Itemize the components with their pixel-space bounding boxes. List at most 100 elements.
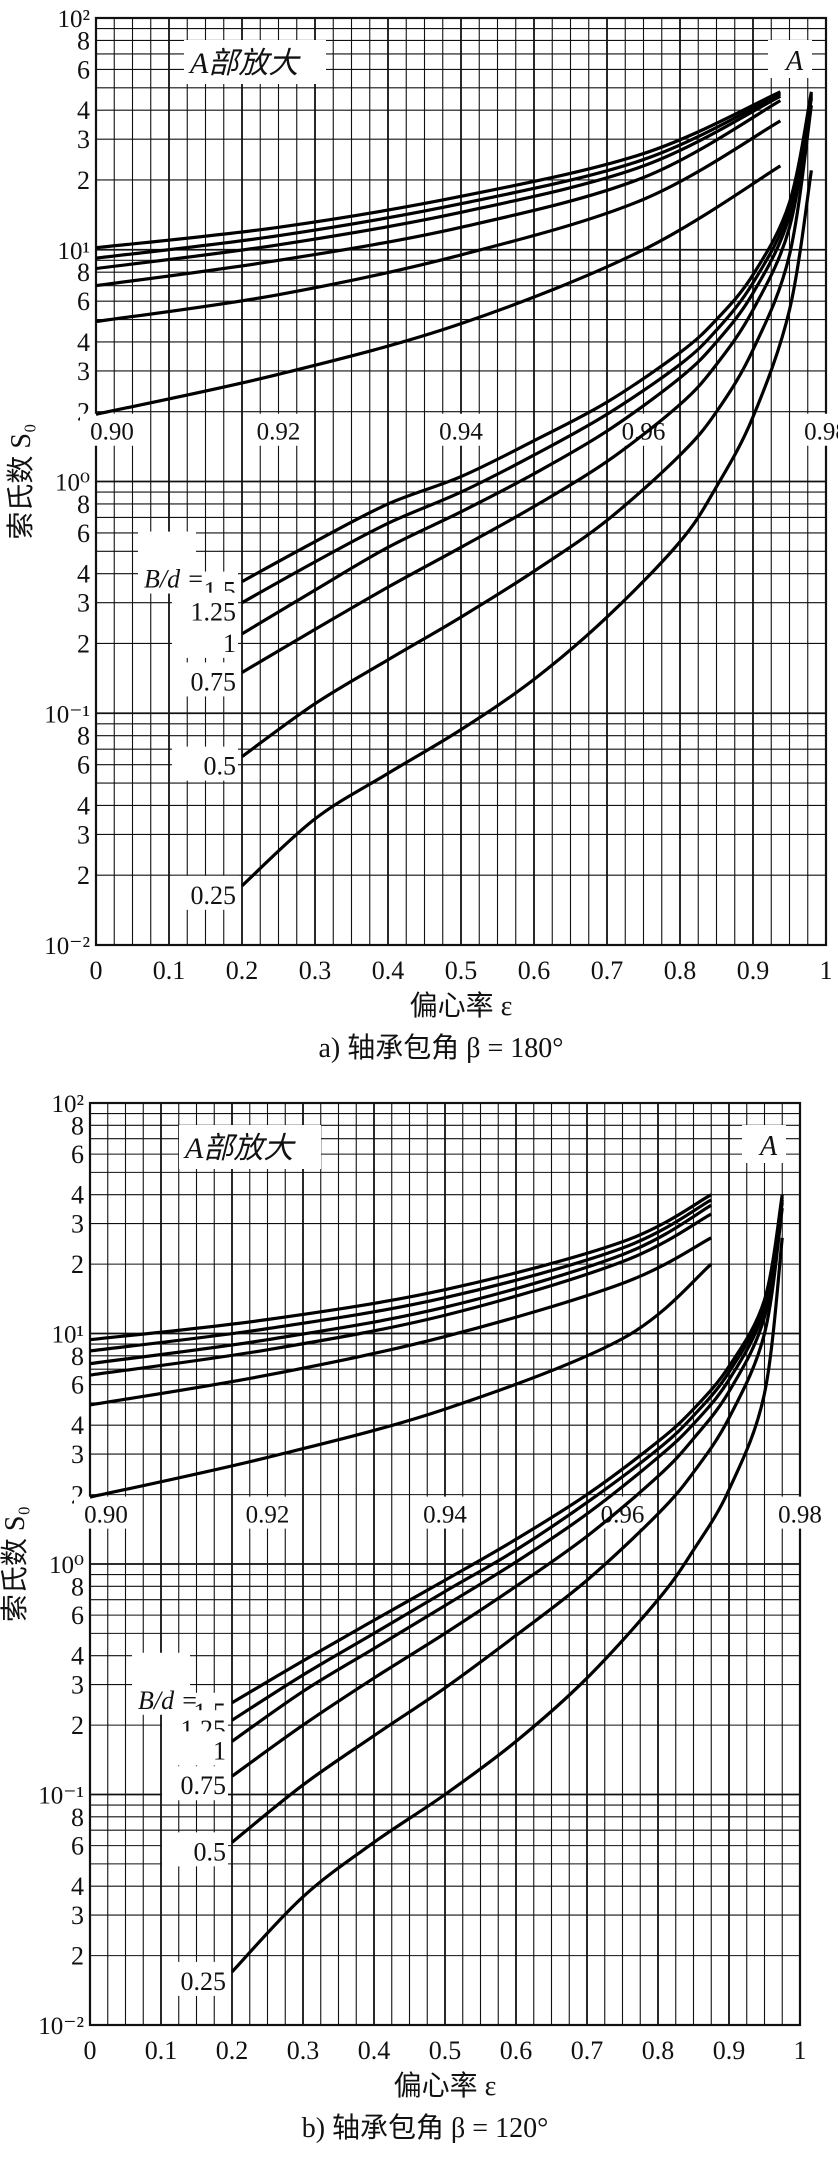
- inset-series-line-bd-0_5: [95, 119, 782, 324]
- y-tick-label: 10²: [52, 1091, 85, 1118]
- y-tick-label: 8: [71, 1111, 84, 1140]
- x-tick-label: 0.9: [713, 2036, 746, 2065]
- series-label-bg: [172, 746, 238, 781]
- y-tick-label: 2: [71, 1711, 84, 1740]
- x-tick-label: 0.7: [591, 956, 624, 985]
- inset-x-tick-label: 0.90: [90, 419, 134, 446]
- plot-frame: [88, 1101, 802, 2027]
- y-tick-label: 6: [77, 287, 90, 316]
- plot-frame: [94, 16, 828, 947]
- y-tick-label: 2: [77, 166, 90, 195]
- inset-series-line-bd-1_25: [95, 92, 782, 260]
- y-tick-label: 2: [77, 629, 90, 658]
- inset-series-line-bd-1_25: [89, 1198, 713, 1353]
- inset-series-line-bd-1: [89, 1203, 713, 1366]
- series-label-bg: [162, 1766, 228, 1801]
- y-tick-label: 6: [77, 751, 90, 780]
- series-label-bg: [172, 623, 238, 658]
- series-line-bd-1: [241, 95, 813, 636]
- x-tick-label: 0.8: [642, 2036, 675, 2065]
- y-tick-label: 4: [77, 96, 90, 125]
- series-label-bg: [162, 1731, 228, 1766]
- y-tick-label: 4: [71, 1872, 84, 1901]
- series-label: 0.5: [194, 1837, 227, 1866]
- y-tick-label: 8: [71, 1803, 84, 1832]
- y-tick-label: 6: [77, 519, 90, 548]
- y-tick-label: 6: [71, 1371, 84, 1400]
- series-line-bd-0_75: [241, 98, 813, 674]
- legend-title: B/d =: [138, 1686, 198, 1715]
- y-tick-label: 6: [71, 1601, 84, 1630]
- x-tick-label: 0.3: [299, 956, 332, 985]
- series-label: 0.25: [181, 1967, 227, 1996]
- x-tick-label: 0.1: [145, 2036, 178, 2065]
- inset-title-bg: [179, 1125, 321, 1169]
- series-label: 0.25: [191, 881, 237, 910]
- x-tick-label: 1: [794, 2036, 807, 2065]
- y-tick-label: 4: [77, 560, 90, 589]
- series-line-bd-1_25: [231, 1196, 784, 1722]
- x-axis-title: 偏心率 ε: [394, 2070, 497, 2102]
- y-axis-title: 索氏数 S₀: [5, 423, 37, 539]
- inset-series-line-bd-0_75: [89, 1212, 713, 1377]
- y-tick-label: 8: [77, 258, 90, 287]
- y-tick-label: 2: [71, 1942, 84, 1971]
- annotation-a-bg: [742, 1125, 786, 1163]
- y-tick-label: 8: [71, 1342, 84, 1371]
- x-tick-label: 0.6: [500, 2036, 533, 2065]
- inset-tick-label-bg: [80, 413, 144, 446]
- series-label-bg: [172, 592, 238, 627]
- y-tick-label: 3: [71, 1671, 84, 1700]
- series-label: 0.75: [181, 1771, 227, 1800]
- series-line-bd-0_5: [241, 105, 813, 758]
- inset-x-tick-label: 0.92: [257, 419, 301, 446]
- inset-x-tick-label: 0.90: [84, 1502, 128, 1529]
- series-line-bd-0_75: [231, 1202, 784, 1778]
- y-tick-label: 2: [71, 1250, 84, 1279]
- inset-tick-label-bg: [235, 1496, 300, 1529]
- y-tick-label: 6: [77, 55, 90, 84]
- series-line-bd-1_5: [241, 91, 813, 583]
- series-line-bd-1: [231, 1199, 784, 1743]
- x-tick-label: 0.8: [664, 956, 697, 985]
- series-line-bd-0_5: [230, 1207, 784, 1844]
- y-tick-label: 6: [71, 1832, 84, 1861]
- x-tick-label: 1: [820, 956, 833, 985]
- series-label-bg: [162, 1961, 228, 1996]
- y-tick-label: 8: [71, 1572, 84, 1601]
- y-tick-label: 10⁻¹: [38, 1783, 84, 1810]
- series-label: 1.25: [191, 598, 237, 627]
- inset-tick-label-bg: [794, 413, 838, 446]
- figure-caption: a) 轴承包角 β = 180°: [319, 1032, 564, 1064]
- inset-title: A部放大: [183, 1132, 296, 1165]
- inset-tick-label-bg: [246, 413, 311, 446]
- series-line-bd-1_5: [231, 1194, 784, 1705]
- inset-x-tick-label: 0.94: [439, 419, 483, 446]
- y-tick-label: 4: [71, 1642, 84, 1671]
- series-line-bd-1_25: [241, 93, 813, 605]
- inset-series-line-bd-0_5: [89, 1236, 712, 1407]
- x-tick-label: 0.2: [216, 2036, 249, 2065]
- series-label: 0.5: [204, 752, 237, 781]
- inset-series-line-bd-0_75: [95, 99, 782, 288]
- inset-series-line-bd-1: [95, 94, 782, 271]
- x-tick-label: 0.9: [737, 956, 770, 985]
- x-tick-label: 0.5: [429, 2036, 462, 2065]
- series-label-bg: [162, 1832, 228, 1867]
- legend-title: B/d =: [144, 565, 204, 594]
- y-tick-label: 10⁰: [55, 470, 90, 497]
- series-label: 0.75: [191, 667, 237, 696]
- y-tick-label: 10¹: [52, 1322, 85, 1349]
- y-tick-label: 10⁻¹: [44, 701, 90, 728]
- inset-x-tick-label: 0.92: [246, 1502, 290, 1529]
- annotation-a: A: [784, 46, 804, 77]
- legend-title-bg: [132, 1652, 190, 1715]
- chart-panel-b: 10² 8 6 4 3 2 10¹ 8 6 4 3 2 10⁰ 8 6 4 3 2 10⁻¹ 8 6 4 3 2 10⁻² 0 0.…: [0, 1080, 838, 2159]
- y-tick-label: 8: [77, 26, 90, 55]
- figure-caption: b) 轴承包角 β = 120°: [302, 2112, 549, 2144]
- chart-panel-a: 10² 8 6 4 3 2 10¹ 8 6 4 3 2 10⁰ 8 6 4 3 2 10⁻¹ 8 6 4 3 2 10⁻² 0 0.…: [5, 6, 838, 1064]
- inset-x-tick-label: 0.98: [804, 419, 838, 446]
- annotation-a: A: [758, 1131, 778, 1162]
